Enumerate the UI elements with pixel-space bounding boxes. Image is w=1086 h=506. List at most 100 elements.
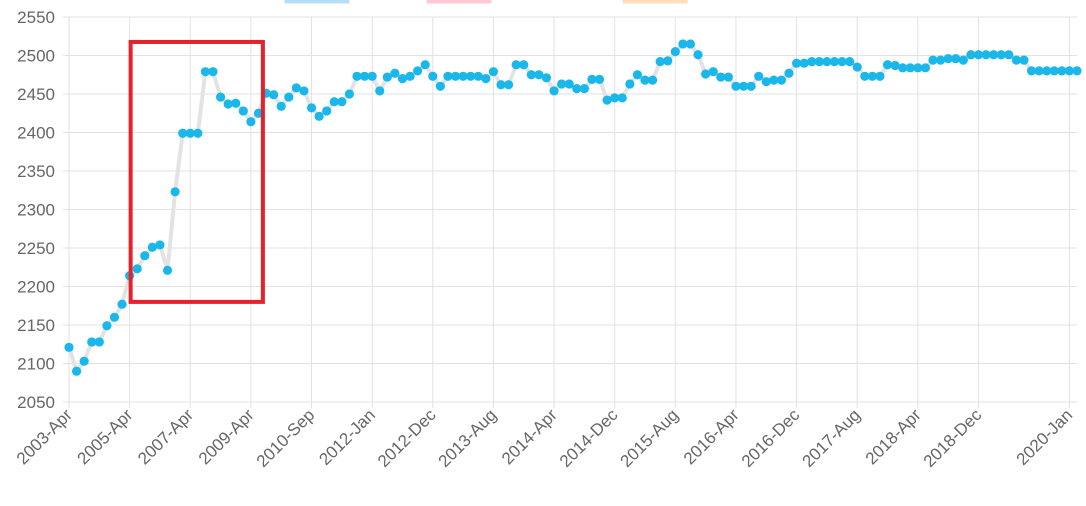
data-point <box>503 80 514 90</box>
data-point <box>579 84 589 94</box>
data-point <box>935 55 946 65</box>
data-point <box>79 356 89 366</box>
data-point <box>610 93 620 103</box>
x-tick-label: 2017-Aug <box>798 405 864 471</box>
legend-swatch <box>284 0 350 4</box>
data-point <box>208 67 218 77</box>
data-point <box>814 57 824 67</box>
x-tick-label: 2014-Dec <box>556 405 622 471</box>
y-tick-label: 2050 <box>17 393 55 412</box>
data-point <box>647 75 658 85</box>
data-point <box>102 321 112 331</box>
data-point <box>784 68 794 78</box>
data-point <box>738 81 749 91</box>
data-point <box>769 75 779 85</box>
data-point <box>94 337 104 347</box>
data-point <box>291 83 301 93</box>
legend <box>284 0 688 4</box>
x-tick-label: 2013-Aug <box>435 405 501 471</box>
x-axis-ticks: 2003-Apr2005-Apr2007-Apr2009-Apr2010-Sep… <box>13 405 1076 471</box>
data-point <box>428 71 438 81</box>
data-point <box>132 264 142 274</box>
data-point <box>526 70 536 80</box>
x-tick-label: 2016-Dec <box>738 405 804 471</box>
data-point <box>799 58 809 68</box>
data-point <box>223 99 233 109</box>
data-point <box>450 71 461 81</box>
data-point <box>860 71 870 81</box>
data-point <box>845 57 855 67</box>
data-point <box>572 84 582 94</box>
data-point <box>162 265 173 275</box>
data-point <box>746 81 756 91</box>
data-point <box>420 60 430 70</box>
data-point <box>390 68 400 78</box>
data-point <box>519 60 529 70</box>
data-point <box>1026 66 1037 76</box>
data-point <box>958 55 968 65</box>
data-point <box>829 57 840 67</box>
y-tick-label: 2400 <box>17 124 55 143</box>
data-point <box>276 101 286 111</box>
series-line <box>64 39 1082 376</box>
data-point <box>238 106 248 116</box>
data-point <box>981 50 991 60</box>
annotation-layer <box>128 39 265 304</box>
data-point <box>625 79 635 89</box>
data-point <box>587 74 597 84</box>
data-point <box>344 89 355 99</box>
data-point <box>193 128 203 138</box>
data-point <box>920 63 931 73</box>
data-point <box>549 86 559 96</box>
data-point <box>322 106 332 116</box>
data-point <box>973 50 984 60</box>
data-point <box>147 242 157 252</box>
y-tick-label: 2550 <box>17 8 55 27</box>
y-tick-label: 2450 <box>17 85 55 104</box>
data-point <box>200 67 211 77</box>
data-point <box>299 86 309 96</box>
data-point <box>928 55 938 65</box>
y-tick-label: 2100 <box>17 355 55 374</box>
data-point <box>359 71 370 81</box>
data-point <box>708 67 718 77</box>
y-tick-label: 2200 <box>17 278 55 297</box>
data-point <box>1004 50 1014 60</box>
data-point <box>481 74 491 84</box>
data-point <box>466 71 476 81</box>
x-tick-label: 2005-Apr <box>74 405 137 468</box>
data-point <box>867 71 877 81</box>
data-point <box>458 71 468 81</box>
data-point <box>655 57 665 67</box>
data-point <box>117 299 127 309</box>
data-point <box>685 39 696 49</box>
x-tick-label: 2014-Apr <box>498 405 561 468</box>
data-point <box>337 97 347 107</box>
data-point <box>269 90 279 100</box>
data-point <box>246 117 256 127</box>
x-tick-label: 2018-Dec <box>920 405 986 471</box>
data-point <box>87 337 97 347</box>
data-point <box>473 71 483 81</box>
data-point <box>306 103 317 113</box>
y-tick-label: 2250 <box>17 239 55 258</box>
data-point <box>488 67 499 77</box>
x-tick-label: 2009-Apr <box>195 405 258 468</box>
x-tick-label: 2020-Jan <box>1013 405 1077 469</box>
data-point <box>496 80 506 90</box>
data-point <box>807 57 817 67</box>
legend-swatch <box>622 0 688 4</box>
data-point <box>882 60 893 70</box>
y-tick-label: 2150 <box>17 316 55 335</box>
data-point <box>716 72 726 82</box>
data-point <box>231 98 241 108</box>
data-point <box>443 71 453 81</box>
x-tick-label: 2003-Apr <box>13 405 76 468</box>
data-point <box>913 63 923 73</box>
data-point <box>435 81 445 91</box>
data-point <box>155 240 165 250</box>
data-point <box>989 50 999 60</box>
data-point <box>898 63 908 73</box>
data-point <box>382 72 392 82</box>
